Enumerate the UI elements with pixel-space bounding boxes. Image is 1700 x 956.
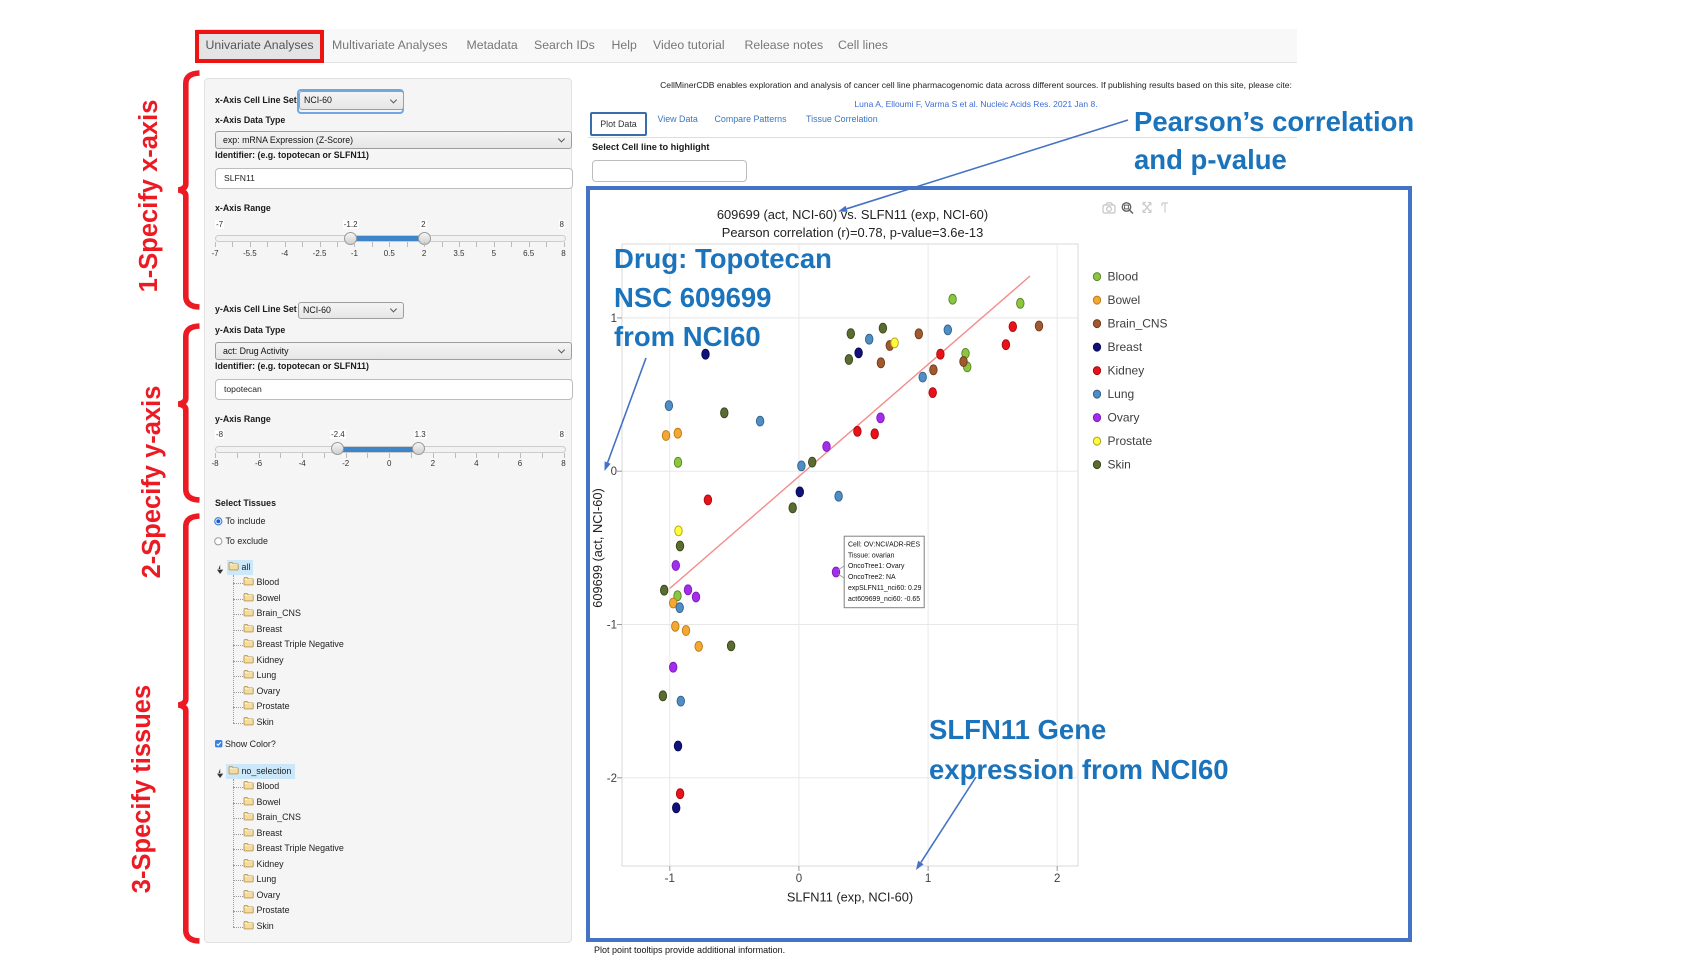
svg-text:-1: -1 [665,873,675,885]
svg-text:Lung: Lung [1108,387,1135,401]
svg-text:Blood: Blood [1108,270,1139,284]
svg-text:1: 1 [611,313,617,325]
svg-text:Kidney: Kidney [1108,364,1145,378]
svg-text:Bowel: Bowel [1108,293,1141,307]
svg-text:Breast: Breast [1108,340,1143,354]
svg-text:Tissue: ovarian: Tissue: ovarian [848,552,895,559]
svg-text:Skin: Skin [1108,458,1131,472]
svg-text:OncoTree1: Ovary: OncoTree1: Ovary [848,563,905,570]
svg-text:Brain_CNS: Brain_CNS [1108,317,1168,331]
svg-text:Ovary: Ovary [1108,411,1140,425]
svg-text:-2: -2 [607,773,617,785]
svg-text:act609699_nci60: -0.65: act609699_nci60: -0.65 [848,596,920,603]
svg-text:0: 0 [796,873,802,885]
svg-text:1: 1 [925,873,931,885]
svg-text:Cell: OV:NCI/ADR-RES: Cell: OV:NCI/ADR-RES [848,541,921,548]
svg-text:609699 (act, NCI-60): 609699 (act, NCI-60) [590,488,605,608]
svg-text:expSLFN11_nci60: 0.29: expSLFN11_nci60: 0.29 [848,585,922,592]
svg-text:OncoTree2: NA: OncoTree2: NA [848,574,896,581]
svg-text:2: 2 [1054,873,1060,885]
svg-text:-1: -1 [607,620,617,632]
svg-text:Prostate: Prostate [1108,434,1153,448]
svg-text:SLFN11 (exp, NCI-60): SLFN11 (exp, NCI-60) [787,890,913,905]
svg-text:0: 0 [611,466,617,478]
